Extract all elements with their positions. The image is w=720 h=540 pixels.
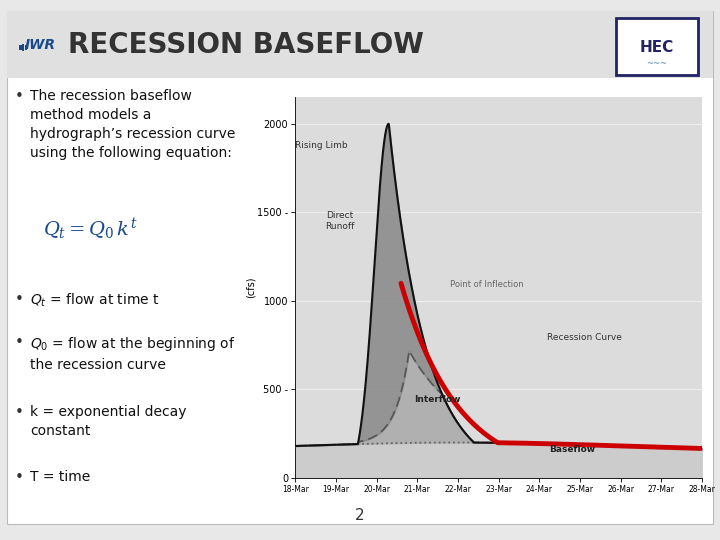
Text: Baseflow: Baseflow (549, 445, 595, 454)
Text: •: • (14, 405, 23, 420)
Bar (25, 45, 27, 50)
Text: k = exponential decay
constant: k = exponential decay constant (30, 405, 186, 438)
Text: •: • (14, 89, 23, 104)
Text: T = time: T = time (30, 470, 91, 484)
Text: $Q_t$ = flow at time t: $Q_t$ = flow at time t (30, 292, 160, 309)
Y-axis label: (cfs): (cfs) (246, 277, 256, 298)
Bar (22, 44, 24, 51)
Bar (616, 18, 698, 75)
Bar (7, 11, 713, 78)
Text: Recession Curve: Recession Curve (547, 333, 622, 342)
Text: The recession baseflow
method models a
hydrograph’s recession curve
using the fo: The recession baseflow method models a h… (30, 89, 235, 160)
Text: •: • (14, 335, 23, 350)
Text: Direct
Runoff: Direct Runoff (325, 212, 355, 231)
Text: $Q_t = Q_0\,k^t$: $Q_t = Q_0\,k^t$ (43, 217, 138, 242)
Text: IWR: IWR (25, 38, 56, 52)
Text: ~~~: ~~~ (646, 59, 667, 68)
Text: $Q_0$ = flow at the beginning of
the recession curve: $Q_0$ = flow at the beginning of the rec… (30, 335, 236, 372)
Text: HEC: HEC (639, 40, 674, 55)
Text: RECESSION BASEFLOW: RECESSION BASEFLOW (68, 31, 424, 59)
Text: •: • (14, 470, 23, 485)
Text: Rising Limb: Rising Limb (295, 140, 348, 150)
Text: Interflow: Interflow (414, 395, 461, 404)
Text: •: • (14, 292, 23, 307)
Bar (19, 45, 22, 50)
Text: 2: 2 (355, 508, 365, 523)
Text: Point of Inflection: Point of Inflection (450, 280, 523, 289)
